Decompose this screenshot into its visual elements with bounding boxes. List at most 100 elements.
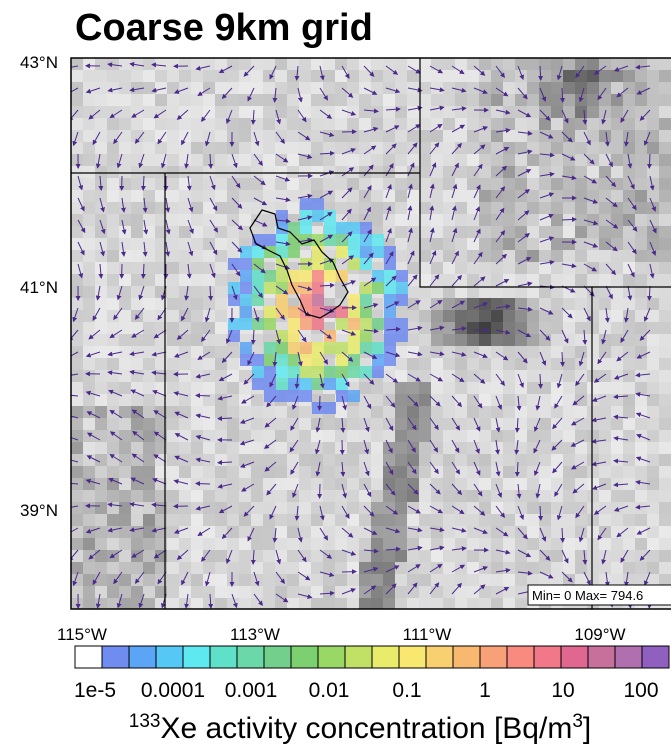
terrain-cell — [203, 466, 215, 478]
terrain-cell — [647, 406, 659, 418]
terrain-cell — [659, 154, 671, 166]
terrain-cell — [299, 514, 311, 526]
terrain-cell — [491, 214, 503, 226]
terrain-cell — [419, 94, 431, 106]
terrain-cell — [191, 286, 203, 298]
terrain-cell — [455, 334, 467, 346]
terrain-cell — [83, 586, 95, 598]
terrain-cell — [491, 310, 503, 322]
terrain-cell — [239, 94, 251, 106]
terrain-cell — [419, 442, 431, 454]
terrain-cell — [227, 394, 239, 406]
terrain-cell — [503, 514, 515, 526]
terrain-cell — [95, 250, 107, 262]
terrain-cell — [191, 526, 203, 538]
terrain-cell — [263, 514, 275, 526]
terrain-cell — [467, 310, 479, 322]
terrain-cell — [335, 466, 347, 478]
terrain-cell — [467, 586, 479, 598]
terrain-cell — [491, 538, 503, 550]
terrain-cell — [179, 226, 191, 238]
terrain-cell — [491, 586, 503, 598]
terrain-cell — [551, 250, 563, 262]
terrain-cell — [455, 418, 467, 430]
terrain-cell — [515, 538, 527, 550]
terrain-cell — [443, 406, 455, 418]
terrain-cell — [155, 118, 167, 130]
terrain-cell — [467, 574, 479, 586]
lat-label: 39°N — [20, 501, 58, 520]
terrain-cell — [407, 262, 419, 274]
terrain-cell — [455, 562, 467, 574]
terrain-cell — [587, 298, 599, 310]
terrain-cell — [383, 190, 395, 202]
terrain-cell — [539, 154, 551, 166]
terrain-cell — [311, 490, 323, 502]
terrain-cell — [215, 382, 227, 394]
terrain-cell — [455, 286, 467, 298]
terrain-cell — [143, 442, 155, 454]
terrain-cell — [575, 370, 587, 382]
terrain-cell — [275, 406, 287, 418]
terrain-cell — [623, 358, 635, 370]
terrain-cell — [263, 190, 275, 202]
terrain-cell — [287, 130, 299, 142]
terrain-cell — [551, 130, 563, 142]
terrain-cell — [203, 490, 215, 502]
terrain-cell — [371, 574, 383, 586]
terrain-cell — [143, 526, 155, 538]
terrain-cell — [515, 406, 527, 418]
terrain-cell — [143, 586, 155, 598]
terrain-cell — [575, 226, 587, 238]
terrain-cell — [143, 490, 155, 502]
terrain-cell — [143, 190, 155, 202]
terrain-cell — [563, 574, 575, 586]
terrain-cell — [179, 346, 191, 358]
plume-cell — [264, 282, 276, 294]
terrain-cell — [203, 418, 215, 430]
terrain-cell — [191, 598, 203, 610]
terrain-cell — [227, 94, 239, 106]
terrain-cell — [131, 490, 143, 502]
terrain-cell — [599, 82, 611, 94]
terrain-cell — [191, 190, 203, 202]
terrain-cell — [479, 166, 491, 178]
terrain-cell — [503, 82, 515, 94]
terrain-cell — [179, 190, 191, 202]
terrain-cell — [107, 490, 119, 502]
terrain-cell — [119, 238, 131, 250]
terrain-cell — [503, 394, 515, 406]
terrain-cell — [83, 250, 95, 262]
terrain-cell — [647, 526, 659, 538]
terrain-cell — [251, 58, 263, 70]
terrain-cell — [467, 334, 479, 346]
terrain-cell — [611, 358, 623, 370]
terrain-cell — [95, 310, 107, 322]
terrain-cell — [407, 334, 419, 346]
terrain-cell — [503, 346, 515, 358]
terrain-cell — [347, 598, 359, 610]
terrain-cell — [383, 538, 395, 550]
terrain-cell — [419, 154, 431, 166]
terrain-cell — [251, 190, 263, 202]
terrain-cell — [527, 514, 539, 526]
terrain-cell — [323, 430, 335, 442]
plume-cell — [300, 222, 312, 234]
plume-cell — [300, 390, 312, 402]
terrain-cell — [563, 358, 575, 370]
annotation: Min= 0 Max= 794.6 — [532, 588, 643, 603]
terrain-cell — [563, 262, 575, 274]
terrain-cell — [515, 286, 527, 298]
terrain-cell — [95, 202, 107, 214]
terrain-cell — [131, 394, 143, 406]
plume-cell — [384, 318, 396, 330]
terrain-cell — [395, 154, 407, 166]
terrain-cell — [203, 286, 215, 298]
plume-cell — [240, 294, 252, 306]
terrain-cell — [419, 250, 431, 262]
colorbar-box — [102, 646, 129, 668]
terrain-cell — [203, 526, 215, 538]
terrain-cell — [95, 298, 107, 310]
terrain-cell — [575, 406, 587, 418]
terrain-cell — [599, 250, 611, 262]
